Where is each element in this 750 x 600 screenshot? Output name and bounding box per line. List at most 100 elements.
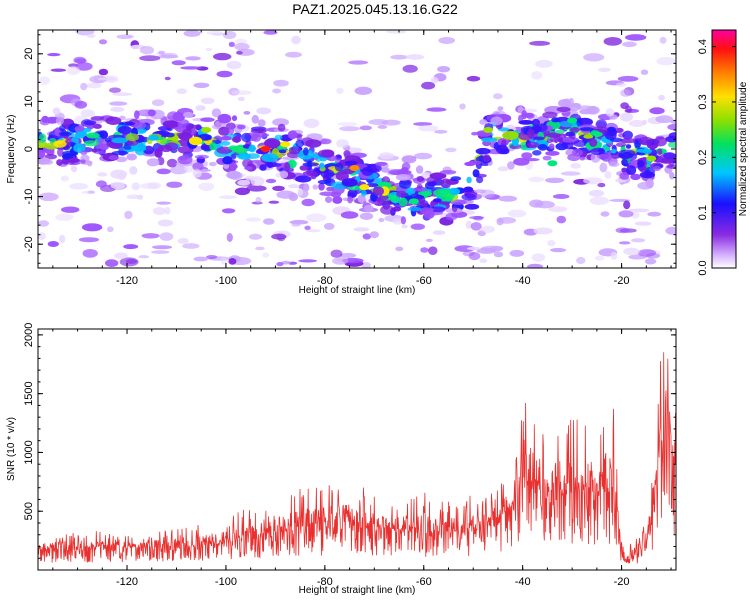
heatmap-cell — [562, 138, 575, 143]
heatmap-cell — [395, 246, 404, 252]
heatmap-cell — [97, 172, 108, 177]
snr-y-ticks: 500 1000 1500 2000 — [23, 323, 676, 571]
heatmap-cell — [132, 145, 147, 152]
heatmap-cell — [629, 208, 650, 213]
heatmap-cell — [246, 217, 261, 222]
heatmap-cell — [83, 120, 97, 126]
heatmap-cell — [264, 160, 278, 168]
heatmap-cell — [401, 155, 417, 164]
heatmap-cell — [216, 70, 233, 78]
heatmap-cell — [304, 225, 311, 231]
heatmap-cell — [41, 115, 49, 123]
heatmap-cell — [259, 164, 267, 171]
heatmap-cell — [134, 110, 140, 120]
heatmap-cell — [502, 130, 519, 140]
heatmap-cell — [288, 192, 299, 202]
heatmap-cell — [139, 55, 161, 62]
heatmap-cell — [604, 130, 617, 141]
heatmap-cell — [653, 136, 667, 147]
heatmap-cell — [271, 233, 287, 240]
heatmap-cell — [263, 30, 278, 35]
heatmap-cell — [289, 219, 309, 225]
heatmap-cell — [256, 107, 272, 115]
heatmap-cell — [303, 183, 310, 192]
heatmap-cell — [366, 183, 379, 188]
heatmap-cell — [183, 30, 201, 37]
heatmap-cell — [560, 171, 581, 176]
heatmap-cell — [193, 256, 208, 262]
heatmap-cell — [412, 186, 428, 192]
heatmap-cell — [534, 200, 555, 209]
heatmap-cell — [402, 64, 418, 73]
heatmap-cell — [354, 86, 373, 96]
y-tick-label: 10 — [23, 95, 35, 107]
heatmap-cell — [47, 241, 59, 247]
snr-frame — [37, 328, 677, 571]
heatmap-cell — [176, 88, 188, 95]
heatmap-cell — [194, 154, 209, 159]
heatmap-cell — [490, 116, 503, 126]
heatmap-cell — [111, 150, 129, 156]
heatmap-cell — [284, 162, 291, 172]
heatmap-cell — [177, 155, 193, 165]
heatmap-cell — [640, 69, 649, 75]
heatmap-cell — [45, 116, 60, 124]
heatmap-cell — [434, 129, 448, 134]
heatmap-cell — [59, 125, 66, 132]
heatmap-cell — [119, 257, 139, 267]
heatmap-cell — [390, 194, 399, 203]
heatmap-cell — [407, 206, 422, 212]
snr-line-series — [38, 352, 676, 564]
heatmap-cell — [445, 147, 457, 153]
colorbar-frame — [711, 29, 737, 269]
heatmap-cell — [527, 263, 544, 268]
heatmap-cell — [361, 166, 374, 176]
heatmap-cell — [600, 211, 610, 217]
y-tick-label: 0 — [23, 146, 35, 152]
heatmap-cell — [185, 56, 201, 61]
heatmap-cell — [598, 153, 611, 160]
snr-x-axis-label: Height of straight line (km) — [299, 585, 416, 596]
spectrogram-x-axis-label: Height of straight line (km) — [299, 285, 416, 296]
heatmap-cell — [230, 153, 237, 160]
heatmap-cell — [49, 137, 57, 144]
heatmap-cell — [644, 258, 657, 265]
heatmap-cell — [105, 116, 122, 126]
heatmap-cell — [532, 150, 542, 156]
heatmap-cell — [69, 183, 89, 190]
heatmap-cell — [416, 183, 423, 189]
colorbar: 0.0 0.1 0.2 0.3 0.4 Normalized spectral ampl… — [697, 29, 749, 276]
heatmap-cell — [93, 123, 102, 129]
heatmap-cell — [242, 158, 253, 168]
heatmap-cell — [97, 77, 116, 81]
heatmap-cell — [466, 75, 481, 82]
heatmap-cell — [576, 105, 594, 110]
heatmap-hotspot — [359, 184, 370, 191]
heatmap-cell — [222, 31, 237, 39]
heatmap-cell — [80, 159, 86, 164]
heatmap-cell — [250, 176, 265, 187]
heatmap-cell — [657, 148, 663, 156]
heatmap-cell — [639, 171, 656, 179]
heatmap-cell — [481, 137, 498, 143]
heatmap-cell — [348, 60, 369, 65]
heatmap-cell — [360, 189, 367, 197]
heatmap-cell — [105, 259, 119, 267]
heatmap-cell — [195, 105, 206, 111]
heatmap-cell — [58, 131, 72, 136]
heatmap-cell — [554, 129, 565, 134]
heatmap-hotspot — [280, 141, 291, 148]
heatmap-cell — [565, 131, 576, 137]
heatmap-cell — [303, 118, 320, 128]
heatmap-cell — [265, 178, 277, 184]
heatmap-cell — [38, 133, 47, 144]
x-tick-label: -20 — [614, 576, 630, 588]
heatmap-cell — [185, 124, 192, 131]
heatmap-cell — [638, 136, 654, 146]
heatmap-cell — [280, 170, 289, 179]
heatmap-cell — [353, 227, 370, 232]
heatmap-cell — [131, 182, 141, 191]
heatmap-cell — [535, 59, 553, 68]
snr-panel: -120 -100 -80 -60 -40 -20 500 1000 1500 2000 Hei… — [6, 323, 677, 596]
heatmap-cell — [344, 160, 358, 166]
